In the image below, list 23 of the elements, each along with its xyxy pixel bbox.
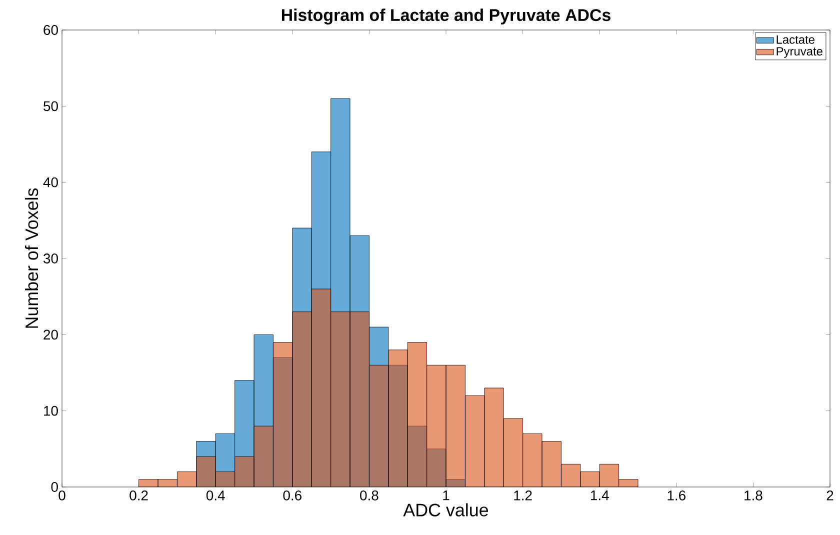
x-tick-label: 1.2 — [514, 490, 532, 500]
x-tick-label: 1 — [443, 490, 450, 500]
x-tick-label: 0.8 — [360, 490, 378, 500]
x-tick-label: 0 — [58, 490, 66, 500]
x-tick-label: 0.2 — [130, 490, 148, 500]
legend-label: Pyruvate — [776, 47, 822, 58]
y-tick-label: 20 — [44, 330, 58, 340]
legend-label: Lactate — [776, 35, 814, 44]
x-tick-label: 1.8 — [744, 490, 762, 500]
x-tick-label: 0.4 — [206, 490, 225, 500]
x-tick-label: 1.6 — [668, 490, 686, 500]
x-tick-label: 0.6 — [283, 490, 302, 500]
y-tick-label: 0 — [51, 482, 58, 492]
x-tick-label: 2 — [826, 490, 834, 500]
y-tick-label: 40 — [43, 177, 58, 188]
y-axis-title: Number of Voxels — [24, 188, 38, 328]
chart-title: Histogram of Lactate and Pyruvate ADCs — [282, 8, 610, 25]
x-tick-label: 1.4 — [590, 490, 609, 500]
y-tick-label: 10 — [44, 406, 58, 416]
y-tick-label: 60 — [44, 25, 58, 35]
y-tick-label: 30 — [43, 254, 58, 264]
x-axis-title: ADC value — [403, 503, 488, 516]
y-tick-label: 50 — [44, 101, 58, 112]
